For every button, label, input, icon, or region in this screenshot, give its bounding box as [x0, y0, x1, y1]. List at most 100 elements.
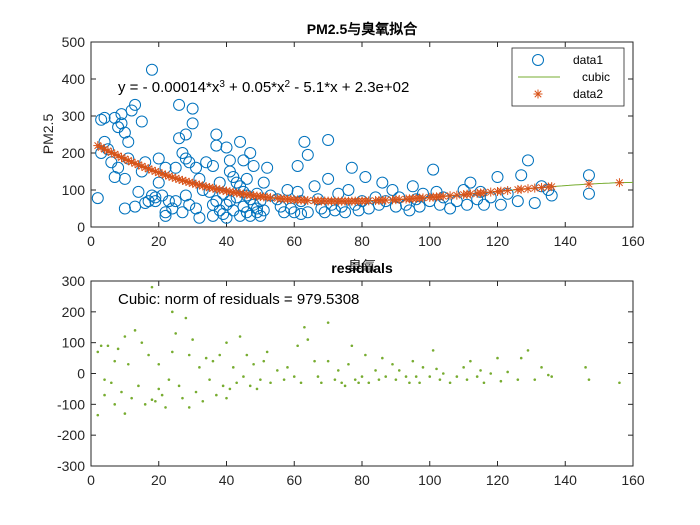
residual-point — [408, 381, 411, 385]
data2-point — [465, 189, 475, 199]
residual-point — [465, 378, 469, 381]
residual-point — [201, 399, 205, 403]
residuals-y-tick-label: -300 — [57, 458, 85, 474]
residuals-x-tick-label: 120 — [486, 472, 510, 488]
residual-point — [455, 375, 459, 378]
residual-point — [367, 381, 371, 385]
residuals-y-tick-label: 0 — [77, 366, 85, 382]
residual-point — [360, 375, 364, 378]
residual-point — [496, 356, 499, 360]
data1-point — [112, 161, 125, 174]
residual-point — [218, 353, 222, 357]
residual-point — [96, 350, 100, 354]
residual-point — [384, 375, 388, 378]
residual-point — [198, 366, 201, 369]
residual-point — [550, 375, 553, 378]
residual-point — [526, 349, 530, 352]
residual-point — [113, 359, 117, 363]
data1-point — [301, 206, 314, 219]
residual-point — [506, 370, 509, 374]
residual-point — [262, 359, 266, 363]
residuals-x-tick-label: 140 — [554, 472, 578, 488]
data2-point — [614, 178, 624, 188]
data1-point — [244, 147, 257, 159]
residual-point — [469, 359, 472, 363]
fit-plot-area — [91, 63, 634, 224]
data1-point — [186, 102, 199, 115]
residual-point — [353, 378, 357, 381]
fit-x-axis-label: 臭氧 — [348, 258, 376, 274]
data1-point — [298, 135, 311, 148]
data1-point — [162, 195, 175, 208]
residual-point — [181, 396, 184, 400]
data1-point — [250, 202, 263, 215]
residual-point — [252, 362, 255, 366]
residual-point — [296, 344, 299, 348]
residual-point — [269, 381, 272, 385]
data1-point — [406, 180, 419, 193]
residual-point — [116, 347, 120, 351]
residual-point — [191, 338, 194, 341]
residual-point — [99, 344, 103, 348]
data1-point — [95, 113, 108, 126]
fit-y-tick-label: 400 — [62, 71, 86, 87]
residual-point — [137, 384, 140, 388]
residual-point — [435, 367, 438, 371]
residual-point — [238, 335, 242, 338]
data1-point — [173, 132, 186, 145]
residual-point — [174, 332, 177, 335]
data1-point — [427, 163, 440, 176]
data1-point — [234, 135, 247, 148]
residual-point — [391, 362, 394, 366]
data1-point — [159, 209, 172, 222]
data1-point — [200, 156, 213, 169]
residuals-plot-area — [96, 285, 621, 417]
data1-point — [220, 211, 233, 224]
fit-x-tick-label: 160 — [621, 233, 645, 249]
residual-point — [208, 378, 211, 381]
data1-point — [145, 63, 158, 76]
data1-point — [491, 171, 504, 184]
residual-point — [120, 390, 123, 394]
data1-point — [494, 198, 507, 211]
residual-point — [462, 366, 465, 369]
residual-point — [499, 379, 503, 383]
legend-data2-marker — [533, 89, 543, 99]
data1-point — [169, 195, 182, 208]
residual-point — [292, 375, 296, 378]
residual-point — [299, 381, 303, 385]
fit-y-tick-label: 500 — [62, 34, 86, 50]
data1-point — [190, 161, 203, 174]
residual-point — [123, 335, 127, 338]
data1-point — [477, 198, 490, 211]
data1-point — [288, 206, 301, 219]
residual-point — [147, 353, 150, 357]
residual-point — [177, 384, 181, 388]
data1-point — [521, 154, 534, 167]
residual-point — [140, 341, 144, 344]
residual-point — [489, 372, 493, 375]
legend-asterisk — [533, 89, 543, 99]
residuals-x-ticks: 0 20 40 60 80 100 120 140 160 — [87, 281, 645, 488]
data1-point — [376, 176, 389, 189]
data1-point — [339, 206, 352, 219]
residual-point — [150, 285, 154, 289]
data1-point — [237, 154, 250, 167]
residual-point — [171, 350, 174, 354]
data2-point — [418, 193, 428, 203]
data1-point — [183, 198, 196, 211]
residual-point — [519, 356, 523, 360]
data1-point — [247, 159, 260, 172]
data2-point — [144, 164, 154, 174]
residual-point — [211, 359, 215, 363]
residual-point — [171, 310, 174, 314]
legend-cubic-label: cubic — [582, 70, 610, 84]
residual-point — [320, 381, 323, 385]
residuals-y-ticks: -300 -200 -100 0 100 200 300 — [57, 273, 633, 474]
data1-point — [464, 176, 477, 189]
data1-point — [91, 192, 104, 205]
residuals-title: residuals — [331, 260, 393, 276]
residual-point — [482, 381, 486, 385]
residuals-norm-annotation: Cubic: norm of residuals = 979.5308 — [118, 291, 359, 308]
residual-point — [228, 387, 232, 391]
